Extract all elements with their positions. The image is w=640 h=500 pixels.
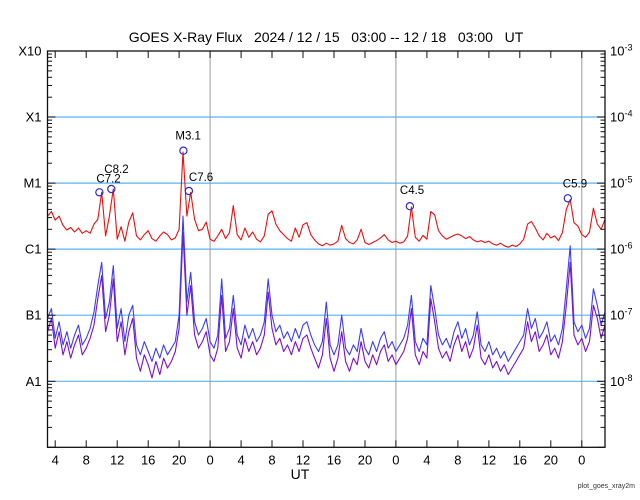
y-axis-left-label: C1	[25, 242, 42, 257]
x-axis-tick-label: 12	[482, 452, 496, 467]
y-axis-right-label: 10-7	[610, 307, 632, 323]
y-axis-right-label: 10-8	[610, 373, 632, 389]
flare-class-label: C8.2	[104, 164, 128, 176]
flare-class-label: C4.5	[400, 185, 424, 197]
x-axis-tick-label: 16	[327, 452, 341, 467]
flare-peak-marker	[107, 184, 116, 194]
x-axis-label: UT	[290, 466, 310, 482]
flare-peak-marker	[179, 146, 188, 155]
flare-peak-marker	[184, 186, 194, 196]
flare-class-label: M3.1	[175, 131, 201, 143]
chart-title: GOES X-Ray Flux 2024 / 12 / 15 03:00 -- …	[128, 29, 524, 45]
x-axis-tick-label: 12	[110, 452, 124, 467]
flare-peak-marker	[405, 201, 415, 211]
x-axis-tick-label: 0	[578, 452, 585, 467]
x-axis-tick-label: 4	[52, 452, 59, 467]
y-axis-left-label: X1	[26, 110, 42, 125]
y-axis-left-label: X10	[18, 44, 41, 59]
x-axis-tick-label: 20	[172, 452, 186, 467]
series-blue-line	[46, 215, 606, 362]
x-axis-tick-label: 0	[392, 452, 399, 467]
series-purple-line	[46, 232, 606, 379]
x-axis-tick-label: 8	[454, 452, 461, 467]
x-axis-tick-label: 0	[206, 452, 213, 467]
series-red-line	[47, 151, 606, 248]
x-axis-tick-label: 16	[513, 452, 527, 467]
flare-class-label: C7.2	[96, 173, 120, 185]
x-axis-tick-label: 20	[358, 452, 372, 467]
flare-class-label: C7.6	[189, 172, 213, 184]
y-axis-right-label: 10-4	[610, 109, 632, 125]
y-axis-left-label: B1	[26, 308, 42, 323]
y-axis-right-label: 10-3	[610, 43, 632, 59]
x-axis-tick-label: 16	[141, 452, 155, 467]
x-axis-tick-label: 12	[296, 452, 310, 467]
x-axis-tick-label: 4	[237, 452, 244, 467]
y-axis-left-label: A1	[26, 374, 42, 389]
watermark-text: plot_goes_xray2m	[577, 483, 635, 490]
flare-class-label: C5.9	[563, 178, 587, 190]
y-axis-right-label: 10-6	[610, 241, 632, 257]
y-axis-right-label: 10-5	[610, 175, 632, 191]
flare-peak-marker	[95, 188, 104, 197]
flare-peak-marker	[563, 194, 573, 203]
x-axis-tick-label: 20	[544, 452, 558, 467]
x-axis-tick-label: 8	[83, 452, 90, 467]
y-axis-left-label: M1	[23, 176, 41, 191]
x-axis-tick-label: 4	[423, 452, 430, 467]
x-axis-tick-label: 8	[268, 452, 275, 467]
